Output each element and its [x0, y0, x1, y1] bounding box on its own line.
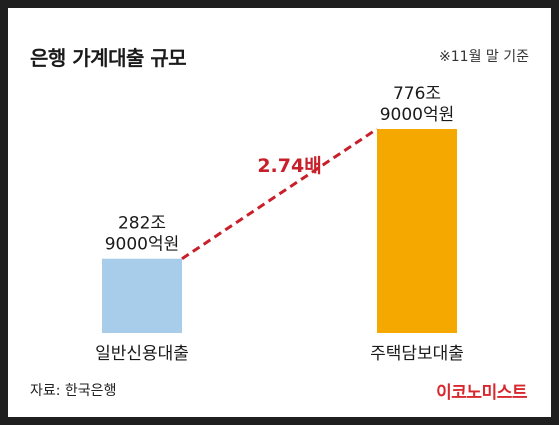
category-label-general: 일반신용대출 [95, 344, 189, 364]
value-label-general-1: 282조 [118, 214, 166, 234]
chart-title: 은행 가계대출 규모 [30, 46, 187, 70]
ratio-label: 2.74배 [257, 155, 321, 177]
source-note: 자료: 한국은행 [30, 383, 117, 399]
basis-note: ※11월 말 기준 [439, 49, 529, 65]
ratio-dashed-line [181, 127, 378, 260]
value-label-mortgage-1: 776조 [393, 84, 441, 104]
value-label-mortgage-2: 9000억원 [380, 105, 455, 125]
value-label-general-2: 9000억원 [105, 235, 180, 255]
category-label-mortgage: 주택담보대출 [370, 344, 464, 364]
publisher-logo: 이코노미스트 [436, 383, 527, 403]
bar-general [102, 258, 182, 333]
bar-mortgage [377, 129, 457, 333]
